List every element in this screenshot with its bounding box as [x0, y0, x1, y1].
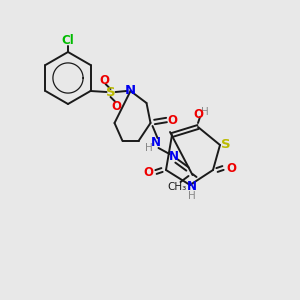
Text: O: O [100, 74, 110, 86]
Text: Cl: Cl [61, 34, 74, 47]
Text: O: O [167, 113, 178, 127]
Text: N: N [187, 179, 197, 193]
Text: CH₃: CH₃ [167, 182, 186, 192]
Text: H: H [145, 143, 152, 153]
Text: N: N [169, 151, 178, 164]
Text: O: O [143, 166, 153, 178]
Text: O: O [112, 100, 122, 112]
Text: O: O [226, 161, 236, 175]
Text: S: S [221, 137, 231, 151]
Text: H: H [188, 191, 196, 201]
Text: N: N [125, 85, 136, 98]
Text: N: N [151, 136, 160, 148]
Text: O: O [193, 107, 203, 121]
Text: H: H [201, 107, 209, 117]
Text: S: S [106, 86, 115, 100]
